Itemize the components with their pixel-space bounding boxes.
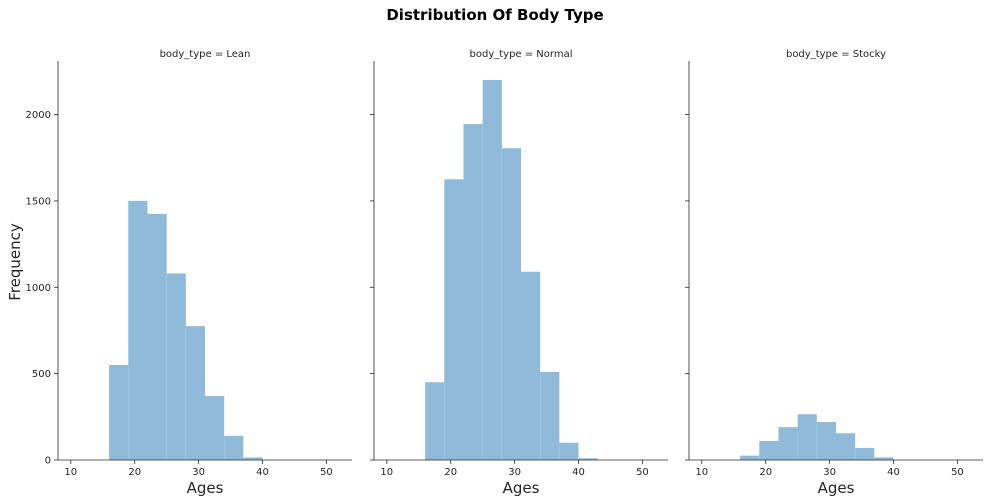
x-tick-label: 30 xyxy=(823,467,836,478)
x-tick-label: 40 xyxy=(572,467,585,478)
histogram-bar xyxy=(759,441,779,460)
x-tick-label: 50 xyxy=(320,467,333,478)
histogram-bar xyxy=(482,80,502,460)
x-tick-label: 10 xyxy=(695,467,708,478)
histogram-bar xyxy=(224,435,244,460)
facet-panel: 10 20 30 40 50 body_type = Normal Ages xyxy=(370,49,668,497)
chart-title: Distribution Of Body Type xyxy=(386,6,603,24)
y-tick-label: 0 xyxy=(45,456,51,467)
histogram-bar xyxy=(147,213,167,460)
x-tick-label: 10 xyxy=(380,467,393,478)
histogram-bar xyxy=(205,396,225,460)
histogram-bar xyxy=(836,433,856,460)
x-tick-label: 20 xyxy=(759,467,772,478)
histogram-bar xyxy=(243,457,263,460)
x-axis-label: Ages xyxy=(187,479,224,497)
histogram-bar xyxy=(501,148,521,461)
x-tick-label: 10 xyxy=(64,467,77,478)
histogram-bar xyxy=(444,179,464,460)
x-tick-label: 30 xyxy=(508,467,521,478)
y-tick-label: 1500 xyxy=(26,196,51,207)
histogram-bar xyxy=(778,427,798,460)
histogram-bar xyxy=(874,457,894,460)
facet-panel: 10 20 30 40 50 body_type = Stocky Ages xyxy=(685,49,983,497)
histogram-bar xyxy=(740,455,760,460)
histogram-bar xyxy=(166,273,186,460)
x-axis-label: Ages xyxy=(818,479,855,497)
histogram-bar xyxy=(578,458,598,460)
histogram-bar xyxy=(425,382,445,460)
y-tick-label: 500 xyxy=(32,369,51,380)
y-tick-label: 2000 xyxy=(26,110,51,121)
histogram-bar xyxy=(855,447,875,460)
x-tick-label: 20 xyxy=(444,467,457,478)
y-tick-label: 1000 xyxy=(26,283,51,294)
x-axis-label: Ages xyxy=(503,479,540,497)
histogram-bar xyxy=(185,326,205,460)
histogram-bar xyxy=(109,365,129,460)
histogram-bar xyxy=(463,124,483,461)
facet-title: body_type = Stocky xyxy=(786,49,886,60)
facet-title: body_type = Normal xyxy=(470,49,573,60)
histogram-bar xyxy=(540,371,560,460)
histogram-bar xyxy=(521,271,541,460)
histogram-bar xyxy=(559,442,579,460)
x-tick-label: 40 xyxy=(887,467,900,478)
x-tick-label: 30 xyxy=(192,467,205,478)
y-axis-label: Frequency xyxy=(6,223,24,301)
histogram-bar xyxy=(816,422,836,460)
histogram-bar xyxy=(797,414,817,460)
x-tick-label: 20 xyxy=(128,467,141,478)
x-tick-label: 40 xyxy=(256,467,269,478)
x-tick-label: 50 xyxy=(951,467,964,478)
x-tick-label: 50 xyxy=(636,467,649,478)
facet-title: body_type = Lean xyxy=(160,49,251,60)
histogram-bar xyxy=(128,200,148,460)
